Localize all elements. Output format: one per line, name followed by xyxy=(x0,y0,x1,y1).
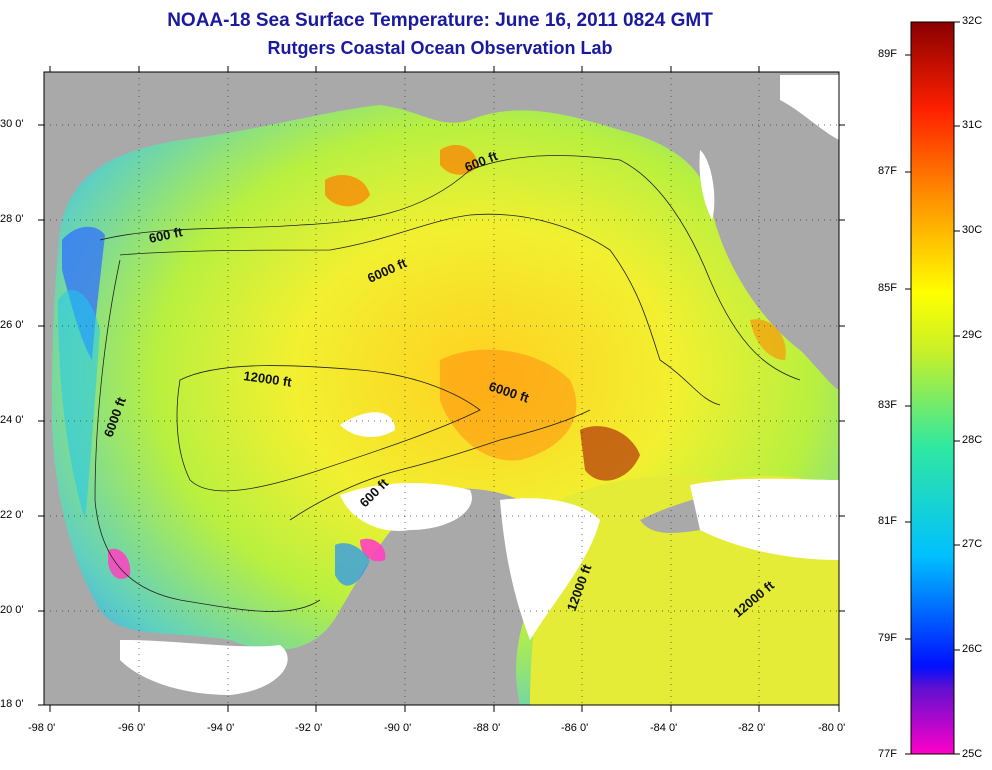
colorbar-f-label: 83F xyxy=(878,399,897,411)
colorbar-f-label: 77F xyxy=(878,748,897,760)
pink-patch-sw xyxy=(108,548,131,580)
cool-patch-tamaulipas xyxy=(335,543,370,586)
colorbar-f-label: 85F xyxy=(878,282,897,294)
map-subtitle: Rutgers Coastal Ocean Observation Lab xyxy=(267,38,613,58)
contour-6000ft xyxy=(119,213,721,406)
lat-tick-label: 30 0' xyxy=(0,118,24,130)
cloud-mask-south xyxy=(120,640,288,695)
warm-patch-ms xyxy=(440,145,478,175)
cloud-mask-yucatan xyxy=(500,498,600,640)
colorbar-c-label: 31C xyxy=(962,119,983,131)
lat-tick-label: 28 0' xyxy=(0,213,24,225)
contour-label: 12000 ft xyxy=(243,368,294,390)
warm-yucatan xyxy=(580,426,640,481)
warm-core xyxy=(440,349,577,461)
lat-tick-label: 22 0' xyxy=(0,509,24,521)
contour-label: 600 ft xyxy=(148,224,185,246)
lat-tick-label: 18 0' xyxy=(0,698,24,710)
colorbar-f-label: 79F xyxy=(878,632,897,644)
warm-patch-north xyxy=(325,175,370,207)
warm-west-fl xyxy=(750,319,786,360)
lon-tick-label: -98 0' xyxy=(28,722,56,734)
lon-tick-label: -84 0' xyxy=(650,722,678,734)
colorbar-c-label: 30C xyxy=(962,224,983,236)
florida-land xyxy=(700,95,839,385)
contour-600ft xyxy=(99,155,801,381)
colorbar xyxy=(910,21,955,755)
lat-tick-label: 24 0' xyxy=(0,414,24,426)
lon-tick-label: -88 0' xyxy=(473,722,501,734)
cloud-mask-fl xyxy=(780,75,839,140)
colorbar-c-label: 28C xyxy=(962,434,983,446)
colorbar-c-label: 25C xyxy=(962,748,983,760)
colorbar-f-label: 87F xyxy=(878,165,897,177)
colorbar-f-label: 89F xyxy=(878,48,897,60)
lat-tick-label: 26 0' xyxy=(0,319,24,331)
frame-ticks xyxy=(38,66,845,712)
colorbar-c-label: 29C xyxy=(962,329,983,341)
contour-600ft-south xyxy=(289,409,591,521)
lon-tick-label: -86 0' xyxy=(561,722,589,734)
bathymetry-contours xyxy=(94,155,801,612)
cloud-mask-cuba xyxy=(690,478,839,560)
lon-tick-label: -80 0' xyxy=(818,722,846,734)
colorbar-c-label: 32C xyxy=(962,15,983,27)
contour-12000ft xyxy=(176,365,481,492)
lon-tick-label: -94 0' xyxy=(207,722,235,734)
cool-band-west-2 xyxy=(58,290,100,520)
colorbar-f-label: 81F xyxy=(878,515,897,527)
map-title: NOAA-18 Sea Surface Temperature: June 16… xyxy=(167,10,713,31)
map-frame xyxy=(43,71,840,706)
colorbar-c-label: 27C xyxy=(962,538,983,550)
colorbar-ticks xyxy=(905,21,960,755)
lon-tick-label: -92 0' xyxy=(295,722,323,734)
cloud-mask-sw xyxy=(340,412,395,437)
graticule xyxy=(44,72,839,705)
cloud-mask-fl-2 xyxy=(699,150,715,220)
lat-tick-label: 20 0' xyxy=(0,604,24,616)
contour-6000ft-west xyxy=(94,259,321,612)
lon-tick-label: -96 0' xyxy=(118,722,146,734)
cloud-mask-campeche xyxy=(340,483,472,531)
lon-tick-label: -90 0' xyxy=(384,722,412,734)
lon-tick-label: -82 0' xyxy=(738,722,766,734)
colorbar-c-label: 26C xyxy=(962,643,983,655)
